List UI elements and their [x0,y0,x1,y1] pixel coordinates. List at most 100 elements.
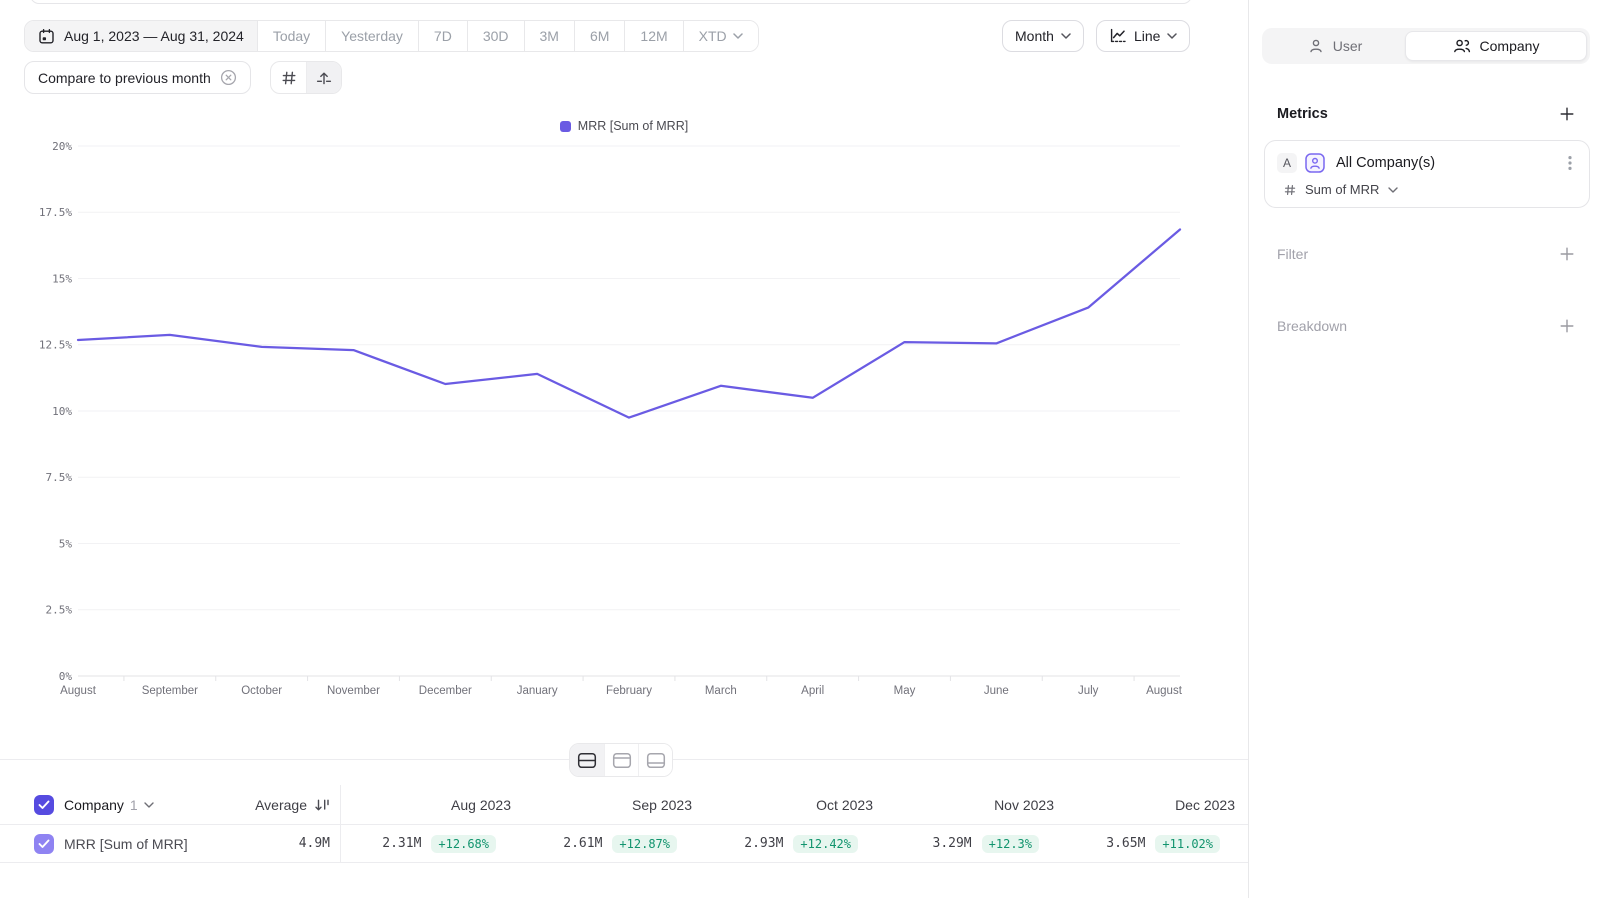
add-filter-button[interactable] [1558,245,1576,263]
chevron-down-icon [732,33,743,39]
layout-chart-only-button[interactable] [604,744,638,776]
grid-toggle-button[interactable] [271,62,306,93]
chart-display-toggle-group [270,61,342,94]
entity-toggle: User Company [1262,28,1590,64]
toggle-user-label: User [1332,38,1363,54]
table-cell: 3.29M +12.3% [884,825,1065,862]
breakdown-section-header: Breakdown [1249,315,1600,337]
annotations-toggle-button[interactable] [306,62,341,93]
group-label: Company [64,796,124,813]
svg-text:2.5%: 2.5% [46,604,73,617]
metric-card[interactable]: A All Company(s) [1264,140,1590,208]
remove-compare-icon[interactable] [220,69,237,86]
plus-icon [1560,319,1574,333]
svg-text:17.5%: 17.5% [39,206,72,219]
table-header-main: Company 1 Average [0,785,341,824]
toggle-company[interactable]: Company [1405,31,1587,61]
quick-range-3m[interactable]: 3M [523,21,574,51]
line-chart-icon [1110,28,1126,43]
svg-text:November: November [327,685,380,697]
svg-text:10%: 10% [52,405,72,418]
aggregation-select[interactable]: Sum of MRR [1277,182,1577,197]
average-value: 4.9M [298,836,330,851]
metric-name: All Company(s) [1336,155,1436,171]
sidebar-divider [1248,0,1249,898]
line-chart[interactable]: 20% 17.5% 15% 12.5% 10% 7.5% 5% 2.5% 0% August Sep… [0,0,1248,712]
check-icon [38,800,50,809]
legend-swatch [559,120,571,132]
add-breakdown-button[interactable] [1558,317,1576,335]
average-column-header: Average [255,796,307,813]
svg-text:0%: 0% [59,670,73,683]
quick-range-12m[interactable]: 12M [624,21,683,51]
legend-label: MRR [Sum of MRR] [577,119,689,133]
layout-split-button[interactable] [570,744,604,776]
chevron-down-icon [1388,186,1399,193]
metrics-section-header: Metrics [1249,103,1600,125]
results-table: Company 1 Average Aug 2023 Sep 2023 Oct 20… [0,785,1249,863]
layout-top-icon [612,752,631,768]
arrow-up-from-line-icon [316,72,332,84]
chevron-down-icon [144,801,154,808]
quick-range-xtd[interactable]: XTD [682,21,758,51]
add-metric-button[interactable] [1558,105,1576,123]
filter-title: Filter [1277,246,1309,262]
sort-icon [315,799,329,810]
delta-badge: +11.02% [1155,834,1220,853]
svg-text:October: October [241,685,282,697]
table-row-main: MRR [Sum of MRR] 4.9M [0,825,341,862]
table-cell: 2.93M +12.42% [703,825,884,862]
chart-type-select[interactable]: Line [1096,20,1191,52]
table-column-header[interactable]: Oct 2023 [816,796,873,813]
svg-text:January: January [517,685,558,697]
svg-text:7.5%: 7.5% [46,471,73,484]
layout-table-only-button[interactable] [638,744,672,776]
hash-icon [1284,184,1296,195]
table-row: MRR [Sum of MRR] 4.9M 2.31M +12.68% 2.61M +… [0,825,1249,863]
table-column-header[interactable]: Dec 2023 [1175,796,1235,813]
chevron-down-icon [1061,33,1071,39]
delta-badge: +12.42% [793,834,858,853]
check-icon [38,839,50,848]
compare-chip[interactable]: Compare to previous month [24,61,251,94]
quick-range-yesterday[interactable]: Yesterday [325,21,418,51]
metric-menu-button[interactable] [1563,154,1577,172]
metric-letter-badge: A [1277,153,1297,173]
previous-card-bottom-edge [30,0,1192,4]
grid-hash-icon [282,71,295,84]
sort-by-average[interactable]: Average [255,797,330,813]
date-range-label: Aug 1, 2023 — Aug 31, 2024 [64,28,244,44]
plus-icon [1560,247,1574,261]
svg-text:12.5%: 12.5% [39,339,72,352]
date-range-picker[interactable]: Aug 1, 2023 — Aug 31, 2024 [25,21,257,51]
svg-text:August: August [60,685,97,697]
quick-range-today[interactable]: Today [256,21,326,51]
delta-badge: +12.68% [431,834,496,853]
toggle-user[interactable]: User [1265,31,1405,61]
table-cell: 2.61M +12.87% [522,825,703,862]
compare-chip-label: Compare to previous month [38,69,211,86]
row-checkbox[interactable] [34,833,54,854]
svg-text:20%: 20% [52,140,72,153]
svg-text:15%: 15% [52,272,72,285]
quick-range-7d[interactable]: 7D [417,21,467,51]
svg-text:August: August [1146,685,1183,697]
granularity-select[interactable]: Month [1002,20,1084,52]
select-all-checkbox[interactable] [34,794,54,815]
metrics-title: Metrics [1277,106,1328,122]
table-column-header[interactable]: Nov 2023 [994,796,1054,813]
group-by-select[interactable]: Company 1 [64,797,154,813]
users-icon [1453,39,1470,53]
layout-split-icon [577,752,597,768]
plus-icon [1560,107,1574,121]
quick-range-30d[interactable]: 30D [466,21,524,51]
table-column-header[interactable]: Aug 2023 [451,796,511,813]
metric-row-name: MRR [Sum of MRR] [64,835,188,852]
table-column-header[interactable]: Sep 2023 [632,796,692,813]
quick-range-6m[interactable]: 6M [573,21,625,51]
delta-badge: +12.3% [981,834,1039,853]
aggregation-label: Sum of MRR [1305,182,1380,197]
date-range-group: Aug 1, 2023 — Aug 31, 2024 Today Yesterda… [24,20,759,52]
kebab-icon [1568,156,1572,170]
